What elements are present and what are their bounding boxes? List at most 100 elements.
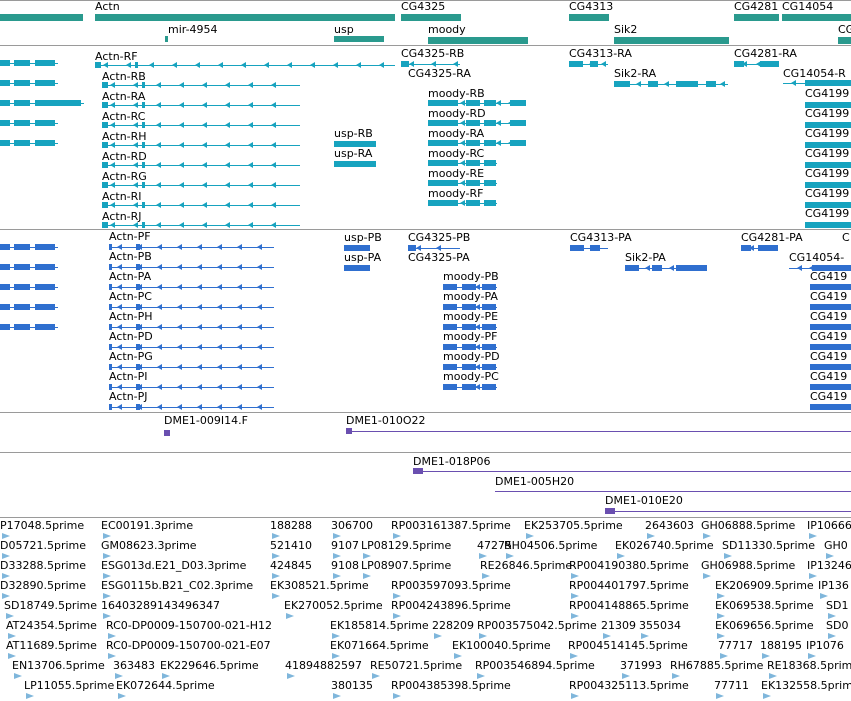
est-arrow-icon[interactable] [763, 693, 771, 699]
exon-block[interactable] [466, 160, 480, 166]
exon-block[interactable] [0, 60, 10, 66]
exon-block[interactable] [462, 364, 476, 370]
exon-block[interactable] [334, 161, 376, 167]
exon-block[interactable] [102, 122, 108, 128]
est-arrow-icon[interactable] [826, 553, 834, 559]
est-arrow-icon[interactable] [272, 533, 280, 539]
est-arrow-icon[interactable] [333, 533, 341, 539]
exon-block[interactable] [109, 324, 112, 330]
est-arrow-icon[interactable] [717, 593, 725, 599]
exon-block[interactable] [482, 304, 496, 310]
exon-block[interactable] [734, 61, 744, 67]
exon-block[interactable] [810, 284, 851, 290]
exon-block[interactable] [676, 81, 698, 87]
exon-block[interactable] [136, 264, 140, 270]
exon-block[interactable] [14, 100, 30, 106]
est-arrow-icon[interactable] [372, 673, 380, 679]
exon-block[interactable] [0, 304, 10, 310]
est-arrow-icon[interactable] [363, 573, 371, 579]
exon-block[interactable] [136, 324, 140, 330]
est-arrow-icon[interactable] [808, 653, 816, 659]
exon-block[interactable] [482, 284, 496, 290]
exon-block[interactable] [109, 384, 112, 390]
bac-end-marker[interactable] [346, 428, 352, 434]
exon-block[interactable] [14, 120, 30, 126]
est-arrow-icon[interactable] [717, 633, 725, 639]
est-arrow-icon[interactable] [103, 573, 111, 579]
gene-feature-partial[interactable] [838, 37, 851, 44]
exon-block[interactable] [102, 142, 108, 148]
exon-block[interactable] [334, 141, 376, 147]
exon-block[interactable] [805, 182, 851, 188]
gene-feature-cg4281[interactable] [734, 14, 779, 21]
exon-block[interactable] [484, 140, 496, 146]
exon-block[interactable] [462, 384, 476, 390]
exon-block[interactable] [810, 304, 851, 310]
exon-block[interactable] [805, 142, 851, 148]
est-arrow-icon[interactable] [703, 573, 711, 579]
exon-block[interactable] [758, 245, 778, 251]
exon-block[interactable] [109, 284, 112, 290]
est-arrow-icon[interactable] [26, 693, 34, 699]
gene-feature-sik2[interactable] [614, 37, 729, 44]
est-arrow-icon[interactable] [571, 693, 579, 699]
exon-block[interactable] [0, 324, 10, 330]
exon-block[interactable] [136, 244, 140, 250]
exon-block[interactable] [428, 180, 458, 186]
exon-block[interactable] [652, 265, 662, 271]
est-arrow-icon[interactable] [603, 633, 611, 639]
exon-block[interactable] [484, 180, 496, 186]
gene-feature-mir[interactable] [165, 36, 168, 42]
est-arrow-icon[interactable] [333, 553, 341, 559]
exon-block[interactable] [805, 202, 851, 208]
exon-block[interactable] [443, 364, 457, 370]
est-arrow-icon[interactable] [716, 693, 724, 699]
bac-end-marker[interactable] [164, 430, 170, 436]
exon-block[interactable] [14, 140, 30, 146]
est-arrow-icon[interactable] [363, 553, 371, 559]
exon-block[interactable] [443, 384, 457, 390]
est-arrow-icon[interactable] [115, 673, 123, 679]
exon-block[interactable] [109, 304, 112, 310]
exon-block[interactable] [741, 245, 751, 251]
exon-block[interactable] [482, 324, 496, 330]
exon-block[interactable] [142, 82, 145, 88]
est-arrow-icon[interactable] [333, 693, 341, 699]
est-arrow-icon[interactable] [703, 533, 711, 539]
exon-block[interactable] [482, 364, 496, 370]
exon-block[interactable] [14, 304, 30, 310]
exon-block[interactable] [142, 142, 145, 148]
est-arrow-icon[interactable] [769, 673, 777, 679]
est-arrow-icon[interactable] [393, 613, 401, 619]
exon-block[interactable] [428, 200, 458, 206]
exon-block[interactable] [35, 264, 55, 270]
exon-block[interactable] [805, 102, 851, 108]
exon-block[interactable] [443, 344, 457, 350]
exon-block[interactable] [810, 404, 851, 410]
exon-block[interactable] [0, 244, 10, 250]
exon-block[interactable] [590, 61, 598, 67]
exon-block[interactable] [109, 364, 112, 370]
gene-feature-cg4313[interactable] [569, 14, 609, 21]
est-arrow-icon[interactable] [8, 633, 16, 639]
exon-block[interactable] [142, 222, 145, 228]
est-arrow-icon[interactable] [162, 673, 170, 679]
est-arrow-icon[interactable] [571, 613, 579, 619]
exon-block[interactable] [428, 160, 458, 166]
exon-block[interactable] [810, 344, 851, 350]
est-arrow-icon[interactable] [333, 573, 341, 579]
exon-block[interactable] [35, 284, 55, 290]
est-arrow-icon[interactable] [477, 673, 485, 679]
exon-block[interactable] [706, 81, 716, 87]
exon-block[interactable] [484, 100, 496, 106]
gene-feature-moody[interactable] [428, 37, 528, 44]
est-arrow-icon[interactable] [571, 593, 579, 599]
est-arrow-icon[interactable] [103, 553, 111, 559]
exon-block[interactable] [510, 140, 526, 146]
exon-block[interactable] [35, 120, 55, 126]
est-arrow-icon[interactable] [724, 553, 732, 559]
exon-block[interactable] [428, 120, 458, 126]
est-arrow-icon[interactable] [8, 653, 16, 659]
exon-block[interactable] [136, 344, 140, 350]
exon-block[interactable] [590, 245, 600, 251]
